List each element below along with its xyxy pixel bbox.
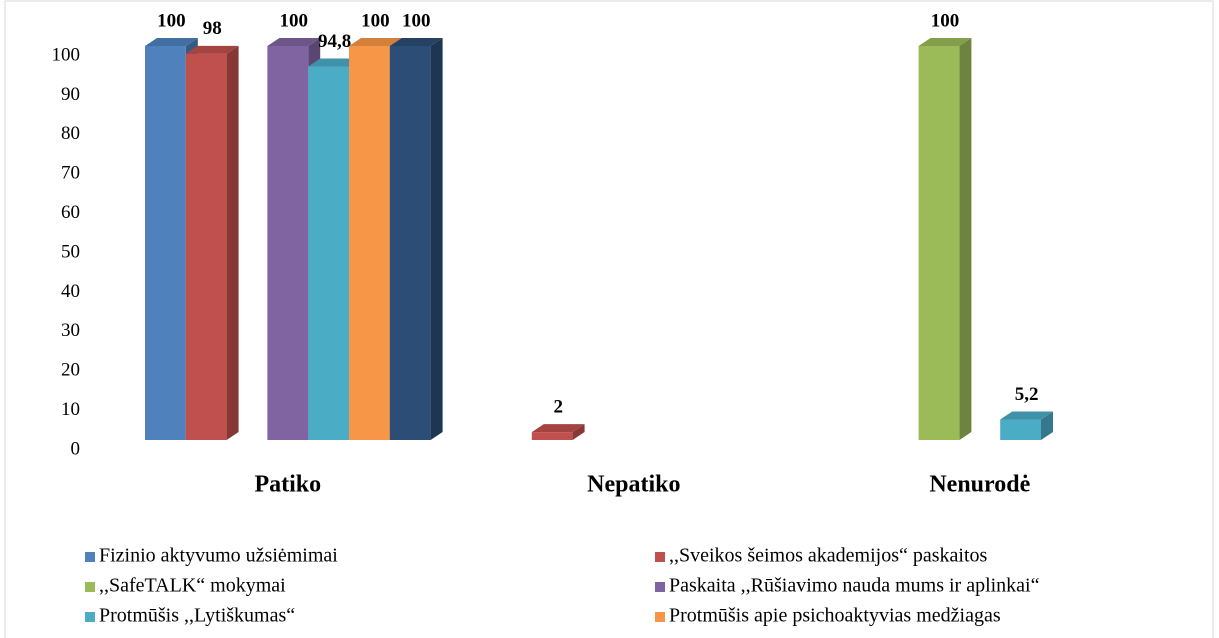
chart-frame xyxy=(4,0,1214,638)
bar xyxy=(267,46,309,440)
data-label: 100 xyxy=(157,10,186,31)
data-label: 94,8 xyxy=(318,31,351,52)
y-tick-label: 50 xyxy=(61,241,80,262)
bar-side xyxy=(226,45,239,440)
legend-swatch xyxy=(85,582,95,592)
legend-label: Protmūšis apie psichoaktyvias medžiagas xyxy=(669,605,1001,627)
data-label: 100 xyxy=(402,10,431,31)
legend-swatch xyxy=(85,552,95,562)
bar-top xyxy=(531,424,585,433)
legend-label: ,,Sveikos šeimos akademijos“ paskaitos xyxy=(669,545,988,567)
x-tick-label: Nenurodė xyxy=(929,472,1030,498)
y-tick-label: 40 xyxy=(61,281,80,302)
bar-top xyxy=(389,38,443,46)
bar xyxy=(1000,419,1041,440)
y-tick-label: 90 xyxy=(61,84,80,105)
bar-side xyxy=(959,38,972,440)
legend-label: ,,SafeTALK“ mokymai xyxy=(99,575,286,597)
data-label: 98 xyxy=(203,18,222,39)
x-tick-label: Nepatiko xyxy=(587,472,680,498)
legend-label: Fizinio aktyvumo užsiėmimai xyxy=(99,545,338,567)
y-tick-label: 30 xyxy=(61,320,80,341)
bar-top xyxy=(349,38,402,46)
y-tick-label: 0 xyxy=(71,438,81,459)
y-tick-label: 80 xyxy=(61,123,80,144)
legend-swatch xyxy=(85,612,95,622)
y-tick-label: 70 xyxy=(61,163,80,184)
x-tick-label: Patiko xyxy=(254,472,321,498)
bar xyxy=(531,432,573,440)
bar-side xyxy=(1041,411,1053,440)
bar xyxy=(918,46,960,440)
legend-swatch xyxy=(655,612,665,622)
y-tick-label: 20 xyxy=(61,360,80,381)
bar-top xyxy=(267,38,321,46)
bar-top xyxy=(1000,411,1053,420)
data-label: 100 xyxy=(361,10,390,31)
y-tick-label: 100 xyxy=(52,44,81,65)
legend-label: Protmūšis ,,Lytiškumas“ xyxy=(99,605,295,627)
bar xyxy=(389,46,431,440)
bar-side xyxy=(430,38,443,440)
y-tick-label: 10 xyxy=(61,399,80,420)
legend-swatch xyxy=(655,552,665,562)
data-label: 5,2 xyxy=(1015,384,1039,405)
bar xyxy=(308,66,349,440)
bar-side xyxy=(572,424,585,440)
data-label: 100 xyxy=(931,10,960,31)
bar-top xyxy=(145,38,198,46)
legend-swatch xyxy=(655,582,665,592)
bar xyxy=(145,46,186,440)
y-tick-label: 60 xyxy=(61,202,80,223)
bar-top xyxy=(185,45,239,54)
bar-top xyxy=(918,38,972,46)
legend-label: Paskaita ,,Rūšiavimo nauda mums ir aplin… xyxy=(669,575,1040,597)
bar-top xyxy=(308,58,361,67)
bar xyxy=(349,46,390,440)
data-label: 100 xyxy=(280,10,309,31)
data-label: 2 xyxy=(553,396,563,417)
bar xyxy=(185,53,227,440)
